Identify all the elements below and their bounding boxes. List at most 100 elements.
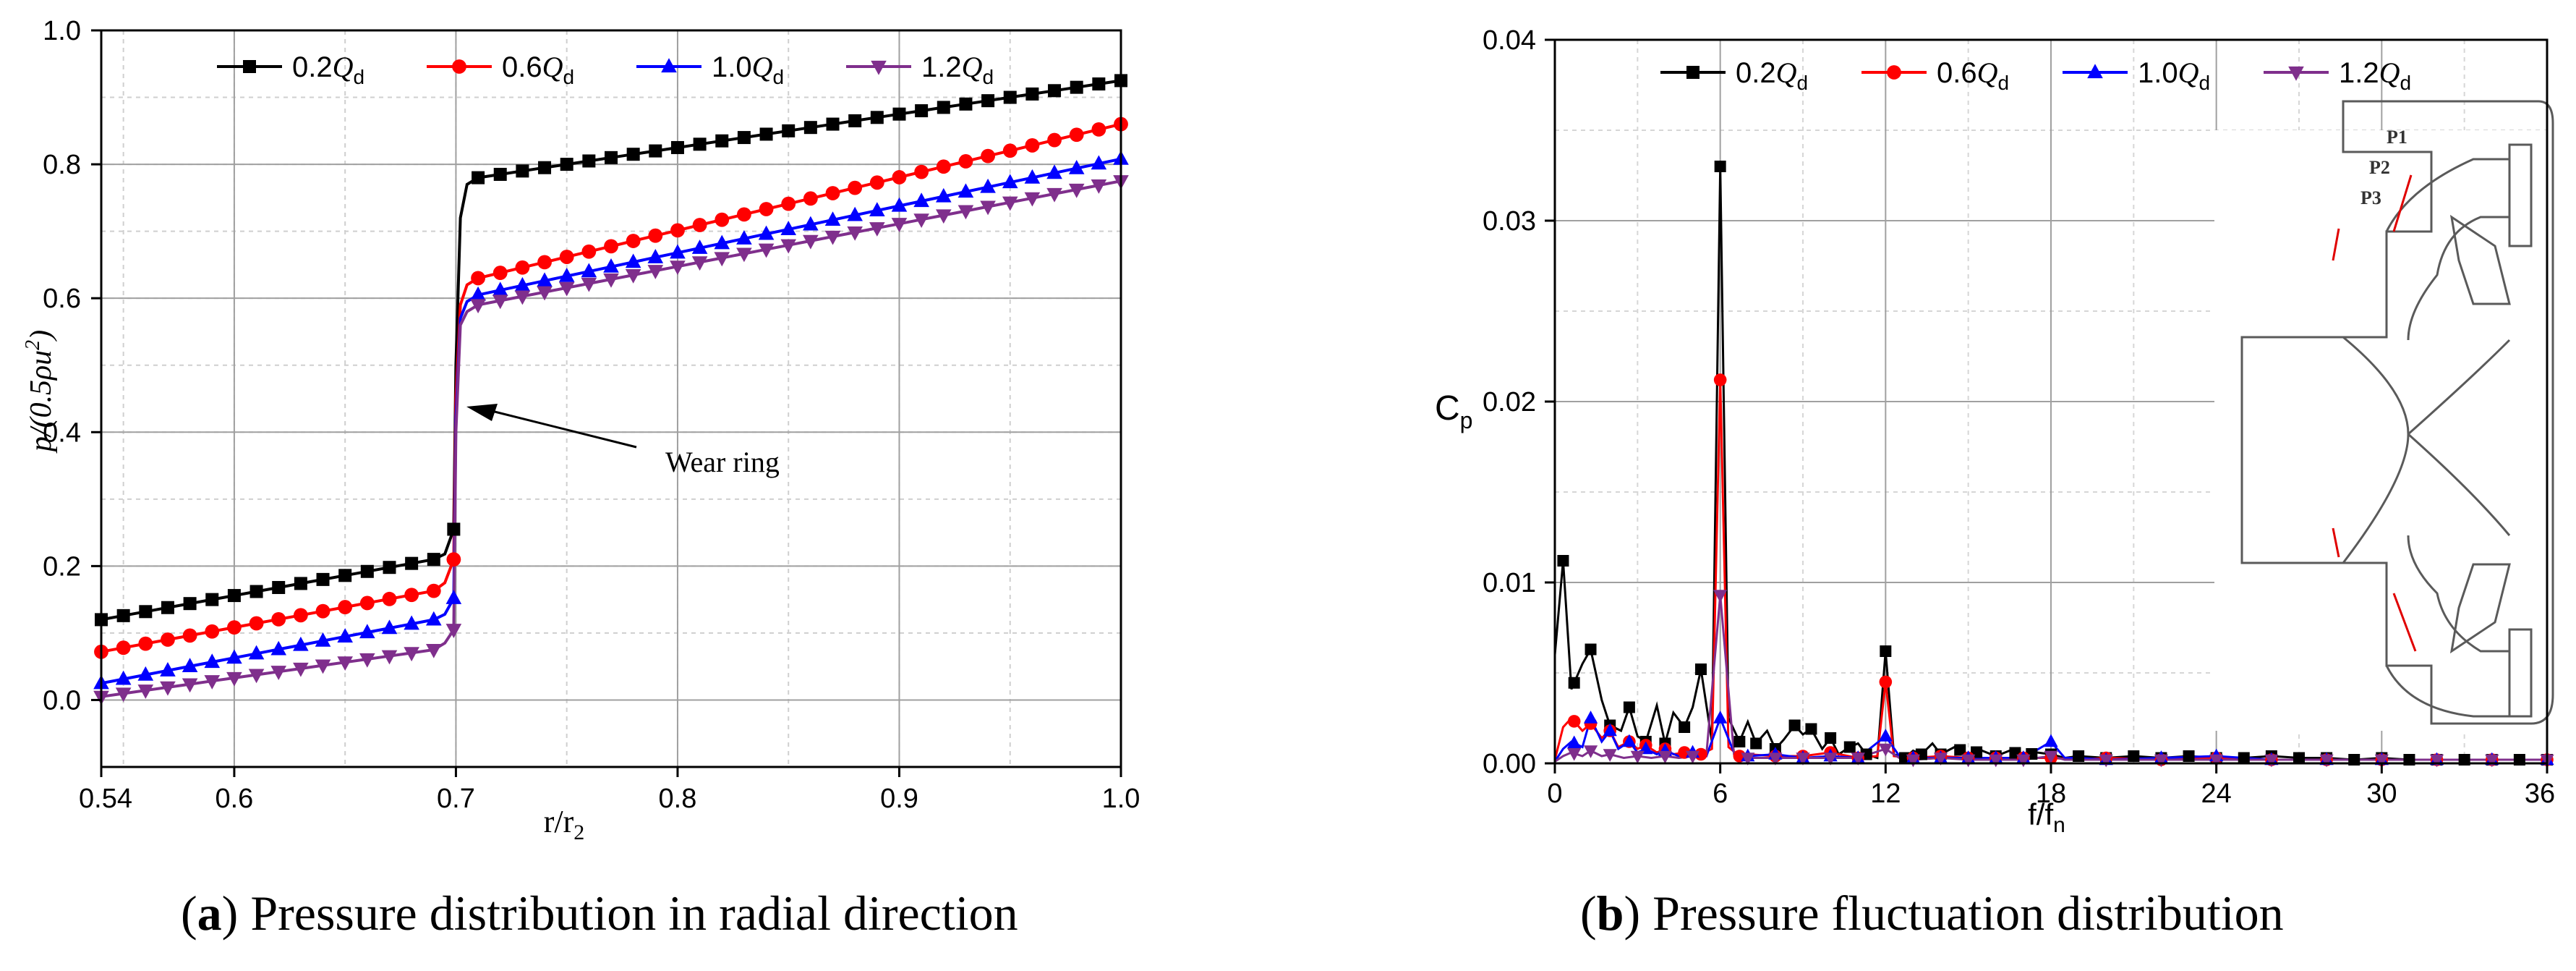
a-marker-s2 [1091, 155, 1107, 170]
legend-label-1: 0.6Qd [502, 51, 574, 88]
a-marker-s0 [959, 97, 973, 111]
a-marker-s0 [516, 164, 529, 178]
a-marker-s1 [338, 600, 353, 614]
a-marker-s3 [625, 269, 641, 284]
legend-label-2: 1.0Qd [712, 51, 784, 88]
a-y-tick-label: 0.0 [43, 685, 81, 716]
a-marker-s1 [1069, 127, 1084, 143]
a-marker-s1 [648, 228, 663, 243]
b-y-tick-label: 0.03 [1483, 206, 1536, 237]
b-marker-s1 [1713, 373, 1727, 386]
a-marker-s3 [758, 243, 775, 258]
inset-diffuser-upper [2508, 143, 2533, 247]
a-marker-s1 [692, 218, 707, 232]
b-marker-s0 [1714, 161, 1726, 172]
a-marker-s0 [1070, 80, 1083, 94]
a-marker-s1 [604, 239, 618, 254]
inset-background [2214, 130, 2547, 731]
a-marker-s2 [670, 244, 686, 259]
a-marker-s1 [914, 164, 929, 179]
wear-ring-annotation: Wear ring [665, 446, 780, 478]
a-marker-s3 [935, 209, 952, 224]
a-marker-s2 [581, 263, 597, 278]
a-marker-s2 [204, 653, 221, 669]
a-marker-s0 [981, 94, 995, 108]
a-marker-s3 [1046, 187, 1062, 203]
a-marker-s3 [603, 273, 619, 288]
a-y-tick-label: 0.6 [43, 284, 81, 314]
panel-a-x-axis-title: r/r2 [544, 804, 585, 844]
a-marker-s2 [869, 202, 885, 217]
a-marker-s1 [981, 148, 995, 164]
b-marker-s3 [1768, 752, 1783, 766]
legend-marker-0 [243, 60, 256, 73]
legend-label-3: 1.2Qd [2339, 56, 2411, 94]
a-marker-s0 [693, 137, 707, 151]
a-marker-s1 [182, 628, 197, 643]
a-marker-s2 [248, 645, 265, 660]
a-marker-s2 [270, 640, 287, 656]
b-marker-s0 [1805, 723, 1817, 735]
b-marker-s3 [1630, 750, 1645, 764]
a-marker-s1 [138, 636, 153, 651]
a-marker-s2 [824, 211, 841, 226]
a-marker-s3 [803, 234, 819, 250]
a-marker-s2 [315, 632, 331, 647]
a-marker-s0 [294, 577, 307, 590]
b-marker-s3 [2099, 754, 2113, 768]
a-marker-s1 [759, 202, 774, 216]
a-marker-s2 [404, 615, 419, 630]
a-marker-s1 [958, 154, 973, 169]
a-marker-s2 [381, 619, 398, 635]
a-marker-s0 [915, 104, 929, 118]
a-marker-s0 [1092, 77, 1106, 91]
a-y-tick-label: 0.8 [43, 150, 81, 180]
a-marker-s2 [935, 187, 952, 203]
a-marker-s3 [270, 666, 287, 680]
a-marker-s3 [160, 681, 176, 696]
legend-label-2: 1.0Qd [2138, 56, 2210, 94]
b-marker-s3 [1933, 752, 1948, 766]
a-marker-s1 [869, 175, 884, 190]
a-marker-s1 [581, 244, 597, 259]
a-marker-s0 [803, 121, 817, 135]
inset-diffuser-lower [2508, 628, 2533, 718]
b-marker-s0 [2073, 750, 2085, 762]
a-marker-s3 [780, 239, 797, 254]
b-marker-s3 [2319, 754, 2334, 768]
a-marker-s3 [1002, 196, 1018, 211]
a-marker-s2 [115, 670, 132, 685]
b-marker-s3 [2485, 754, 2499, 768]
b-marker-s0 [1679, 721, 1691, 733]
a-marker-s2 [980, 178, 996, 193]
b-marker-s3 [1851, 752, 1865, 766]
b-marker-s3 [1583, 745, 1598, 758]
a-x-tick-label: 0.6 [215, 784, 253, 814]
a-marker-s3 [492, 294, 508, 310]
a-marker-s2 [913, 192, 929, 208]
b-x-tick-label: 0 [1547, 779, 1562, 809]
a-marker-s1 [293, 608, 308, 623]
a-marker-s3 [315, 659, 331, 674]
a-marker-s2 [1068, 159, 1085, 174]
b-marker-s0 [1788, 719, 1801, 732]
a-marker-s0 [538, 161, 552, 174]
a-marker-s1 [1025, 138, 1040, 153]
b-marker-s3 [1906, 754, 1921, 768]
a-marker-s3 [182, 678, 198, 693]
b-marker-s3 [1603, 749, 1617, 762]
legend-marker-1 [452, 59, 466, 74]
inset-monitor-line-lower-left [2332, 527, 2340, 558]
panel-a-y-axis-title: p/(0.5ρu2) [22, 330, 58, 454]
a-marker-s3 [359, 653, 375, 668]
a-marker-s0 [405, 556, 419, 570]
a-marker-s3 [514, 290, 531, 305]
a-marker-s1 [249, 616, 264, 631]
b-marker-s2 [1603, 723, 1617, 737]
a-marker-s3 [1024, 192, 1041, 207]
b-marker-s2 [2044, 734, 2058, 747]
a-marker-s0 [1003, 90, 1017, 104]
b-marker-s2 [1639, 741, 1653, 755]
legend-marker-1 [1887, 65, 1901, 80]
a-marker-s1 [626, 234, 641, 248]
